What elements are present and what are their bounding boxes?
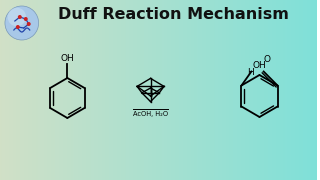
Text: H: H (247, 68, 254, 77)
Circle shape (24, 17, 28, 21)
Circle shape (27, 22, 31, 26)
Text: Duff Reaction Mechanism: Duff Reaction Mechanism (58, 7, 289, 22)
Circle shape (5, 6, 39, 40)
Circle shape (16, 25, 20, 29)
Circle shape (8, 8, 26, 26)
Circle shape (18, 15, 22, 19)
Text: AcOH, H₂O: AcOH, H₂O (133, 111, 168, 117)
Text: OH: OH (252, 61, 266, 70)
Text: O: O (263, 55, 270, 64)
Text: OH: OH (60, 53, 74, 62)
